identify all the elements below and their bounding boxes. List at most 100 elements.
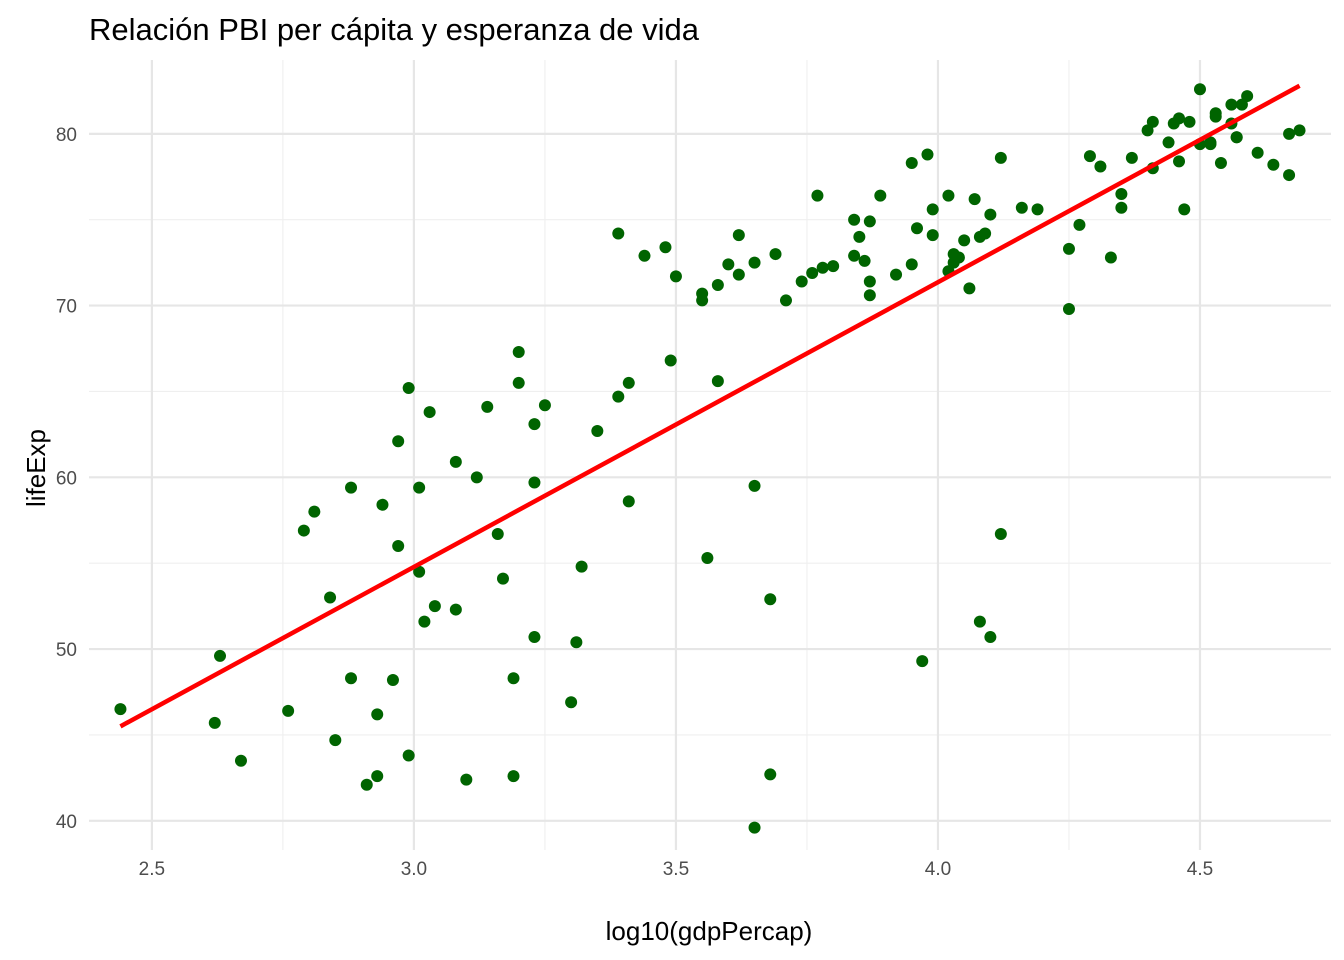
data-point	[1283, 169, 1296, 182]
data-point	[811, 189, 824, 202]
data-point	[1115, 201, 1128, 214]
data-point	[669, 270, 682, 283]
data-point	[858, 254, 871, 267]
data-point	[963, 282, 976, 295]
data-point	[1141, 124, 1154, 137]
data-point	[827, 260, 840, 273]
major-gridlines	[89, 60, 1331, 850]
x-axis-ticks: 2.5 3.0 3.5 4.0 4.5	[139, 859, 1214, 880]
data-point	[769, 248, 782, 261]
data-points	[114, 83, 1306, 834]
data-point	[1230, 131, 1243, 144]
data-point	[386, 673, 399, 686]
data-point	[973, 615, 986, 628]
data-point	[528, 476, 541, 489]
data-point	[570, 636, 583, 649]
data-point	[1125, 151, 1138, 164]
data-point	[984, 208, 997, 221]
data-point	[565, 696, 578, 709]
data-point	[528, 631, 541, 644]
data-point	[848, 213, 861, 226]
data-point	[371, 708, 384, 721]
data-point	[1162, 136, 1175, 149]
data-point	[863, 215, 876, 228]
data-point	[612, 227, 625, 240]
y-tick-label: 70	[56, 297, 77, 318]
data-point	[470, 471, 483, 484]
data-point	[392, 540, 405, 553]
data-point	[497, 572, 509, 585]
data-point	[1204, 136, 1217, 149]
data-point	[958, 234, 971, 247]
y-tick-label: 80	[56, 125, 77, 146]
data-point	[1251, 146, 1264, 159]
data-point	[1225, 98, 1238, 111]
data-point	[1283, 127, 1296, 140]
data-point	[732, 229, 745, 242]
data-point	[984, 631, 997, 644]
data-point	[764, 768, 777, 781]
data-point	[208, 716, 221, 729]
x-tick-label: 2.5	[139, 859, 165, 880]
data-point	[512, 376, 525, 389]
data-point	[1193, 83, 1206, 96]
trend-line	[119, 83, 1301, 729]
data-point	[911, 222, 923, 235]
data-point	[874, 189, 887, 202]
data-point	[282, 704, 295, 717]
data-point	[1062, 303, 1075, 316]
data-point	[413, 565, 426, 578]
data-point	[701, 552, 714, 565]
data-point	[428, 600, 441, 613]
data-point	[722, 258, 735, 271]
x-tick-label: 3.0	[401, 859, 427, 880]
data-point	[360, 778, 373, 791]
data-point	[345, 672, 358, 685]
data-point	[481, 400, 494, 413]
data-point	[449, 455, 462, 468]
data-point	[329, 734, 342, 747]
data-point	[748, 479, 761, 492]
data-point	[952, 251, 965, 264]
data-point	[659, 241, 672, 254]
data-point	[1235, 98, 1248, 111]
data-point	[1015, 201, 1028, 214]
data-point	[994, 151, 1007, 164]
data-point	[711, 375, 724, 388]
data-point	[1083, 150, 1096, 163]
data-point	[664, 354, 677, 367]
y-tick-label: 40	[56, 812, 77, 833]
data-point	[402, 749, 415, 762]
data-point	[853, 230, 866, 243]
minor-gridlines	[89, 60, 1331, 850]
data-point	[1209, 107, 1222, 120]
data-point	[696, 294, 709, 307]
data-point	[905, 157, 918, 170]
data-point	[1115, 187, 1128, 200]
data-point	[345, 481, 358, 494]
data-point	[1173, 155, 1186, 168]
data-point	[638, 249, 651, 262]
data-point	[371, 770, 384, 783]
data-point	[1241, 90, 1254, 103]
x-axis-title: log10(gdpPercap)	[606, 916, 813, 946]
x-tick-label: 3.5	[663, 859, 689, 880]
data-point	[905, 258, 918, 271]
data-point	[732, 268, 745, 281]
data-point	[1173, 112, 1186, 125]
x-tick-label: 4.0	[925, 859, 951, 880]
data-point	[863, 289, 876, 302]
data-point	[449, 603, 462, 616]
data-point	[926, 229, 939, 242]
data-point	[507, 770, 520, 783]
data-point	[968, 193, 981, 206]
data-point	[528, 418, 541, 431]
data-point	[234, 754, 247, 767]
data-point	[418, 615, 431, 628]
data-point	[748, 821, 761, 834]
chart-title: Relación PBI per cápita y esperanza de v…	[89, 12, 700, 47]
data-point	[942, 189, 955, 202]
data-point	[402, 382, 415, 395]
data-point	[1214, 157, 1227, 170]
y-tick-label: 50	[56, 640, 77, 661]
